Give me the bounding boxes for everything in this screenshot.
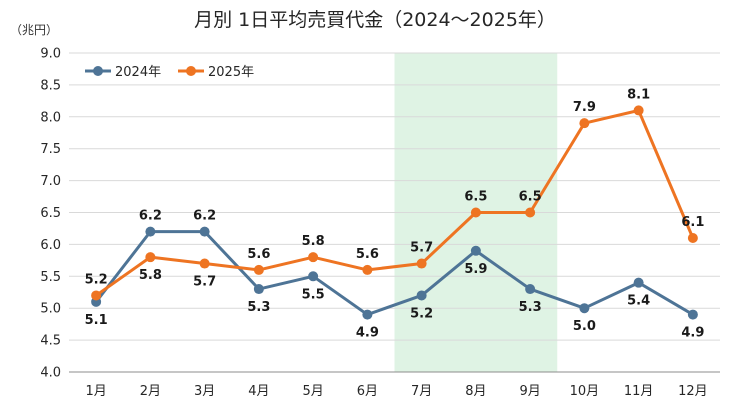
y-tick-label: 4.5 xyxy=(40,334,61,349)
data-point-2025年 xyxy=(91,290,102,301)
data-label-2025年: 6.1 xyxy=(681,215,704,230)
y-tick-label: 6.0 xyxy=(40,238,61,253)
y-tick-label: 4.0 xyxy=(40,366,61,381)
data-point-2024年 xyxy=(308,271,319,282)
data-label-2025年: 5.7 xyxy=(410,241,433,256)
y-tick-label: 8.5 xyxy=(40,78,61,93)
data-point-2025年 xyxy=(199,258,210,269)
legend-label: 2025年 xyxy=(208,65,254,80)
data-point-2025年 xyxy=(253,264,264,275)
data-label-2024年: 5.4 xyxy=(627,294,650,309)
x-tick-label: 3月 xyxy=(194,384,215,399)
data-point-2024年 xyxy=(579,303,590,314)
data-label-2024年: 5.1 xyxy=(85,313,108,328)
data-label-2024年: 4.9 xyxy=(681,326,704,341)
x-tick-label: 4月 xyxy=(248,384,269,399)
data-label-2024年: 5.3 xyxy=(519,300,542,315)
data-point-2024年 xyxy=(145,226,156,237)
y-axis-unit: （兆円） xyxy=(10,23,58,37)
data-label-2024年: 5.3 xyxy=(247,300,270,315)
x-tick-label: 8月 xyxy=(465,384,486,399)
chart-title: 月別 1日平均売買代金（2024～2025年） xyxy=(194,9,556,31)
data-point-2025年 xyxy=(525,207,536,218)
y-tick-label: 9.0 xyxy=(40,47,61,62)
x-tick-label: 12月 xyxy=(678,384,708,399)
data-label-2025年: 5.7 xyxy=(193,275,216,290)
data-point-2024年 xyxy=(416,290,427,301)
legend-swatch-marker xyxy=(93,66,103,76)
x-tick-label: 9月 xyxy=(519,384,540,399)
data-label-2025年: 6.5 xyxy=(464,190,487,205)
data-label-2025年: 5.6 xyxy=(247,247,270,262)
data-point-2025年 xyxy=(416,258,427,269)
x-tick-label: 7月 xyxy=(411,384,432,399)
data-label-2025年: 5.8 xyxy=(139,268,162,283)
data-point-2025年 xyxy=(579,118,590,129)
data-label-2025年: 8.1 xyxy=(627,87,650,102)
data-point-2024年 xyxy=(470,245,481,256)
data-label-2025年: 5.6 xyxy=(356,247,379,262)
data-point-2024年 xyxy=(199,226,210,237)
y-tick-label: 6.5 xyxy=(40,206,61,221)
y-tick-label: 7.0 xyxy=(40,174,61,189)
data-point-2025年 xyxy=(687,233,698,244)
data-point-2024年 xyxy=(633,277,644,288)
data-label-2025年: 7.9 xyxy=(573,100,596,115)
data-label-2024年: 6.2 xyxy=(139,209,162,224)
x-tick-label: 10月 xyxy=(570,384,600,399)
x-tick-label: 1月 xyxy=(85,384,106,399)
data-point-2024年 xyxy=(687,309,698,320)
x-tick-label: 5月 xyxy=(302,384,323,399)
data-point-2025年 xyxy=(633,105,644,116)
data-label-2025年: 6.5 xyxy=(519,190,542,205)
data-label-2024年: 5.5 xyxy=(302,287,325,302)
data-point-2025年 xyxy=(362,264,373,275)
x-tick-label: 2月 xyxy=(140,384,161,399)
x-tick-label: 6月 xyxy=(357,384,378,399)
data-label-2024年: 5.9 xyxy=(464,262,487,277)
series-line-2025年 xyxy=(95,108,695,297)
data-point-2024年 xyxy=(362,309,373,320)
data-label-2025年: 5.8 xyxy=(302,234,325,249)
data-point-2025年 xyxy=(308,252,319,263)
series-line-2024年 xyxy=(94,230,694,317)
x-tick-label: 11月 xyxy=(624,384,654,399)
data-point-2024年 xyxy=(253,284,264,295)
data-label-2024年: 4.9 xyxy=(356,326,379,341)
y-tick-label: 5.5 xyxy=(40,270,61,285)
data-label-2024年: 6.2 xyxy=(193,209,216,224)
data-point-2025年 xyxy=(145,252,156,263)
legend-label: 2024年 xyxy=(115,65,161,80)
data-label-2024年: 5.0 xyxy=(573,319,596,334)
y-tick-label: 5.0 xyxy=(40,302,61,317)
data-label-2024年: 5.2 xyxy=(410,306,433,321)
data-point-2025年 xyxy=(470,207,481,218)
y-tick-label: 8.0 xyxy=(40,110,61,125)
data-label-2025年: 5.2 xyxy=(85,272,108,287)
y-tick-label: 7.5 xyxy=(40,142,61,157)
data-point-2024年 xyxy=(525,284,536,295)
legend-swatch-marker xyxy=(186,66,196,76)
